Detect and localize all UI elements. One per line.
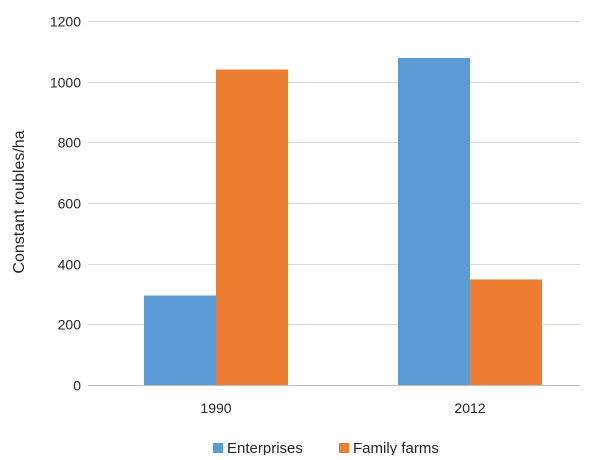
legend-label: Enterprises xyxy=(227,440,303,455)
y-tick-label: 1000 xyxy=(50,75,81,91)
y-tick-label: 200 xyxy=(58,317,82,333)
legend-swatch xyxy=(213,443,223,453)
y-tick-label: 0 xyxy=(73,378,81,394)
legend: Enterprises Family farms xyxy=(213,440,439,457)
bar-enterprises-1990 xyxy=(144,295,216,385)
bar-family-farms-1990 xyxy=(216,69,288,386)
bar-family-farms-2012 xyxy=(470,279,542,385)
gridlines xyxy=(88,21,580,325)
bars xyxy=(144,58,542,386)
axes: 0 200 400 600 800 1000 1200 1990 2012 xyxy=(50,14,580,416)
bar-enterprises-2012 xyxy=(398,58,470,386)
legend-swatch xyxy=(339,443,349,453)
y-tick-label: 800 xyxy=(58,135,82,151)
y-axis-title: Constant roubles/ha xyxy=(11,130,28,273)
y-tick-label: 1200 xyxy=(50,14,81,30)
y-tick-label: 600 xyxy=(58,196,82,212)
y-tick-label: 400 xyxy=(58,257,82,273)
x-tick-label: 1990 xyxy=(200,400,231,416)
legend-item-enterprises: Enterprises xyxy=(213,440,303,457)
legend-label: Family farms xyxy=(353,440,439,455)
x-tick-label: 2012 xyxy=(454,400,485,416)
legend-item-family-farms: Family farms xyxy=(339,440,439,457)
